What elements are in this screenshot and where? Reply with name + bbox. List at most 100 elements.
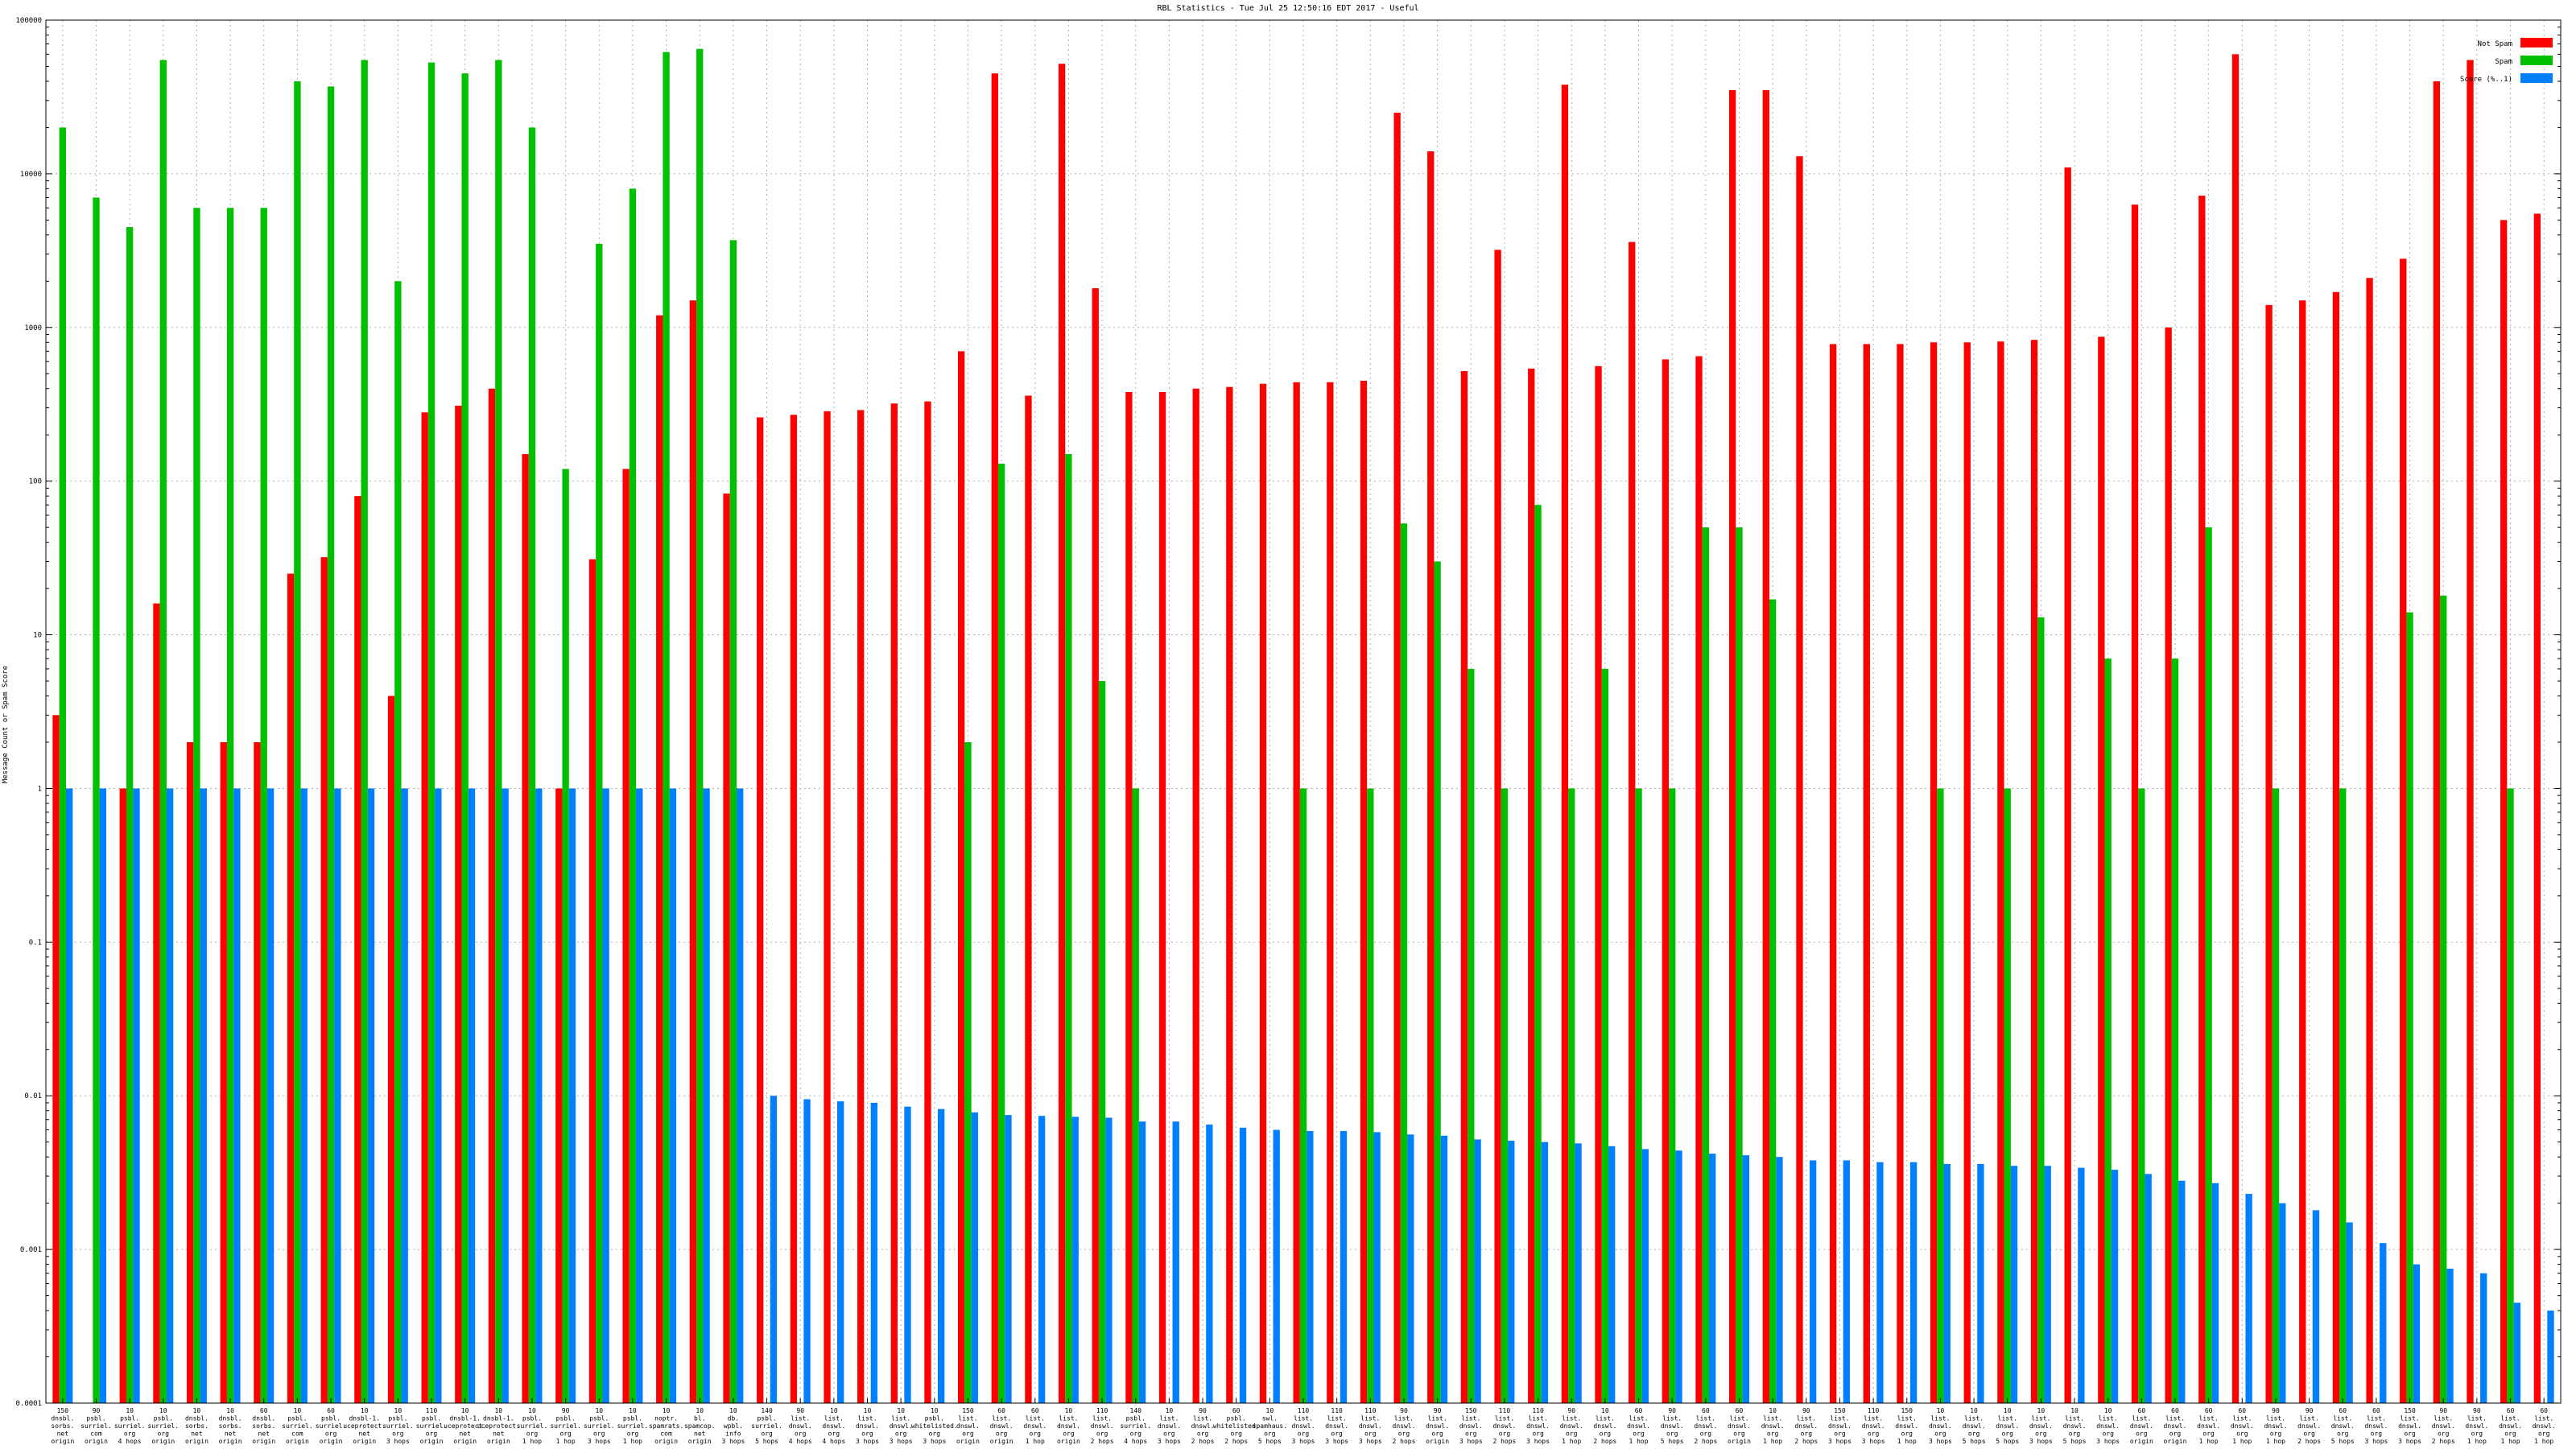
bar-score: [401, 788, 408, 1403]
bar-score: [2480, 1273, 2487, 1403]
bar-not-spam: [1360, 380, 1368, 1404]
bar-not-spam: [1728, 90, 1736, 1403]
x-category-label: 60 list. dnswl. org origin: [990, 1407, 1013, 1445]
bar-not-spam: [254, 741, 261, 1403]
x-category-label: 10 dnsbl-1. uceprotect. net origin: [477, 1407, 520, 1445]
bar-score: [2145, 1174, 2152, 1403]
bar-score: [1172, 1121, 1179, 1403]
bar-score: [1474, 1139, 1481, 1403]
bar-spam: [663, 52, 670, 1403]
bar-score: [1138, 1121, 1146, 1403]
bar-not-spam: [1762, 90, 1769, 1403]
bar-score: [602, 788, 609, 1403]
legend-label-spam: Spam: [2495, 58, 2512, 66]
bar-not-spam: [1460, 370, 1468, 1403]
bar-score: [2044, 1166, 2051, 1403]
bar-not-spam: [1393, 112, 1401, 1404]
bar-score: [1340, 1130, 1348, 1403]
bar-spam: [2037, 617, 2045, 1403]
x-category-label: 10 list. dnswl. org 3 hops: [2029, 1407, 2053, 1445]
bar-not-spam: [1158, 391, 1166, 1403]
bar-not-spam: [153, 603, 160, 1403]
x-category-label: 110 psbl. surriel. org origin: [416, 1407, 448, 1445]
bar-score: [1909, 1162, 1918, 1403]
bar-spam: [2205, 527, 2212, 1404]
bar-score: [367, 788, 375, 1403]
bar-spam: [1065, 454, 1072, 1404]
bar-score: [904, 1106, 911, 1403]
bar-not-spam: [488, 388, 496, 1403]
bar-score: [2446, 1268, 2454, 1403]
bar-score: [2312, 1210, 2320, 1403]
bar-spam: [1468, 668, 1475, 1403]
bar-spam: [2138, 788, 2145, 1403]
bar-score: [2279, 1203, 2286, 1403]
bar-not-spam: [186, 741, 194, 1403]
x-category-label: 10 psbl. surriel. org 3 hops: [584, 1407, 615, 1445]
bar-spam: [1702, 527, 1710, 1404]
x-category-label: 90 list. dnswl. org origin: [1426, 1407, 1449, 1445]
bar-spam: [1132, 788, 1139, 1403]
bar-score: [1239, 1127, 1247, 1403]
bar-not-spam: [2198, 196, 2206, 1403]
bar-spam: [294, 80, 301, 1404]
bar-score: [568, 788, 576, 1403]
y-tick-label: 0.01: [24, 1092, 42, 1100]
bar-not-spam: [757, 417, 764, 1403]
bar-spam: [327, 86, 335, 1403]
x-category-label: 140 psbl. surriel. org 4 hops: [1120, 1407, 1151, 1445]
bar-score: [65, 788, 73, 1403]
x-category-label: 10 psbl. surriel. org 1 hop: [617, 1407, 649, 1445]
bar-not-spam: [1963, 342, 1971, 1403]
y-tick-label: 100000: [15, 17, 42, 25]
bar-score: [1071, 1117, 1079, 1403]
x-category-label: 60 list. dnswl. org origin: [2130, 1407, 2153, 1445]
bar-not-spam: [1192, 388, 1199, 1403]
x-category-label: 60 list. dnswl. org 5 hops: [2331, 1407, 2355, 1445]
bar-not-spam: [1997, 341, 2004, 1404]
bar-not-spam: [991, 73, 998, 1403]
bar-spam: [2440, 595, 2447, 1403]
x-category-label: 90 psbl. surriel. org 1 hop: [550, 1407, 581, 1445]
bar-spam: [1937, 788, 1944, 1403]
x-category-label: 10 bl. spamcop. net origin: [684, 1407, 716, 1445]
bar-score: [1876, 1162, 1884, 1403]
bar-score: [636, 788, 643, 1403]
bar-not-spam: [2366, 278, 2373, 1404]
bar-not-spam: [2467, 60, 2474, 1403]
bar-score: [1373, 1132, 1381, 1403]
x-category-label: 10 psbl. whitelisted. org 3 hops: [911, 1407, 958, 1445]
bar-spam: [461, 73, 469, 1403]
x-category-label: 90 psbl. surriel. com origin: [80, 1407, 112, 1445]
bar-spam: [1769, 599, 1777, 1403]
bar-not-spam: [1293, 382, 1300, 1403]
bar-score: [1575, 1143, 1582, 1403]
bar-not-spam: [1125, 391, 1133, 1403]
bar-not-spam: [387, 696, 395, 1403]
bar-score: [1843, 1160, 1850, 1403]
bar-spam: [226, 208, 234, 1404]
bar-not-spam: [1226, 386, 1233, 1404]
x-category-label: 110 list. dnswl. org 3 hops: [1526, 1407, 1550, 1445]
bar-spam: [1367, 788, 1374, 1403]
bar-not-spam: [2064, 167, 2071, 1403]
bar-score: [200, 788, 207, 1403]
bar-score: [2111, 1170, 2119, 1403]
x-category-label: 10 db. wpbl. info 3 hops: [721, 1407, 745, 1445]
x-category-label: 60 psbl. whitelisted. org 2 hops: [1213, 1407, 1260, 1445]
bar-spam: [1534, 505, 1542, 1403]
x-category-label: 10 list. dnswl. org 3 hops: [1158, 1407, 1181, 1445]
x-category-label: 110 list. dnswl. org 3 hops: [1325, 1407, 1348, 1445]
bar-spam: [2104, 658, 2112, 1403]
x-category-label: 10 list. dnswl. org 3 hops: [856, 1407, 879, 1445]
x-category-label: 10 psbl. surriel. org 4 hops: [114, 1407, 146, 1445]
x-category-label: 60 list. dnswl. org 1 hop: [2499, 1407, 2522, 1445]
x-category-label: 60 list. dnswl. org 2 hops: [1694, 1407, 1717, 1445]
x-category-label: 110 list. dnswl. org 2 hops: [1091, 1407, 1114, 1445]
y-tick-label: 10: [33, 632, 42, 640]
bars-group: [52, 48, 2554, 1404]
bar-spam: [1736, 527, 1743, 1404]
bar-score: [2513, 1302, 2521, 1403]
bar-not-spam: [1528, 368, 1535, 1403]
bar-score: [2245, 1194, 2252, 1403]
